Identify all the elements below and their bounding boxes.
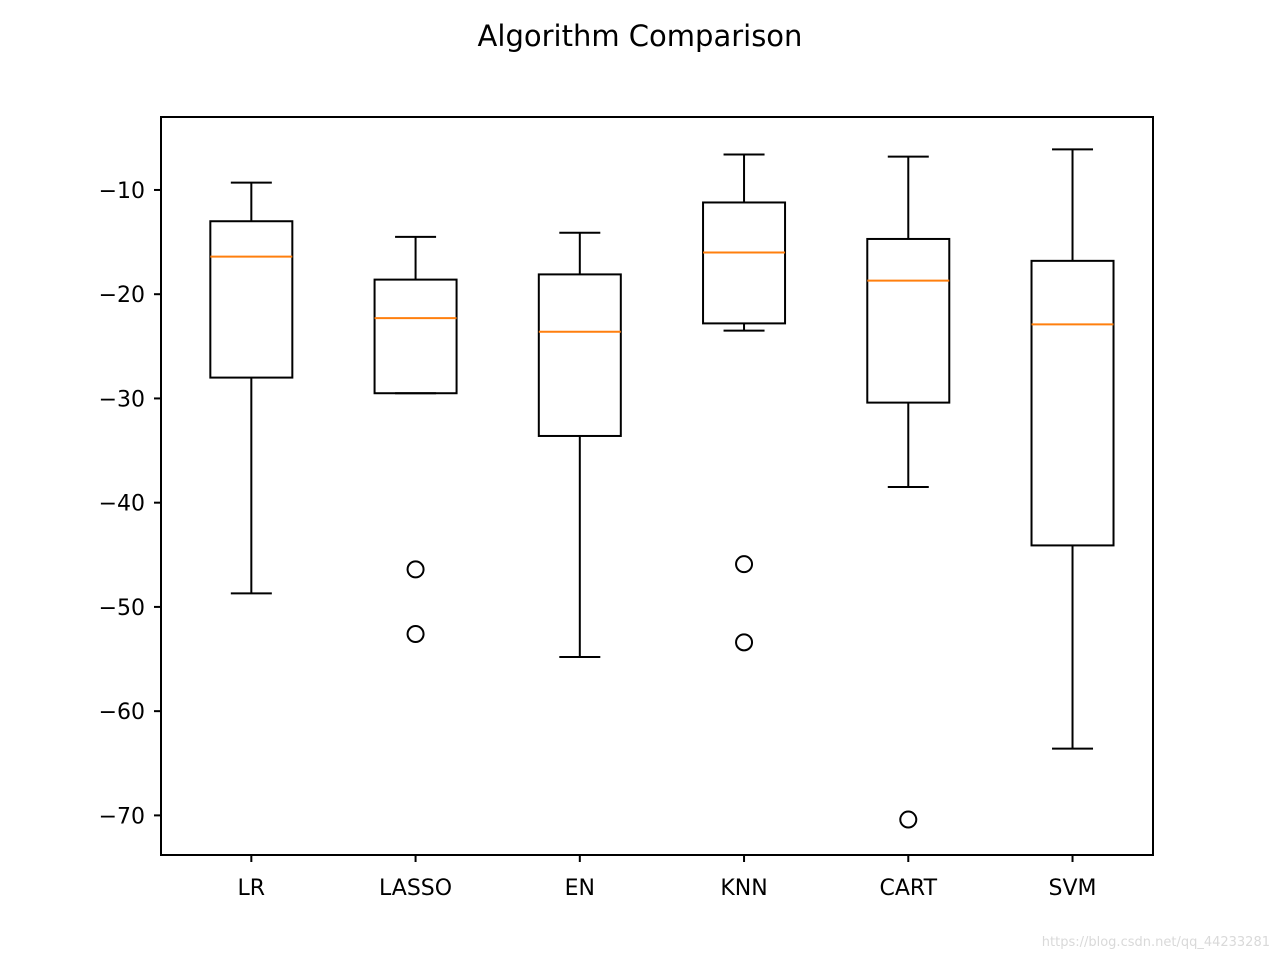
box-body xyxy=(866,237,951,404)
x-tick-label: LASSO xyxy=(379,876,452,901)
box-body xyxy=(373,278,458,395)
box-lasso xyxy=(373,235,458,644)
outlier-point xyxy=(406,625,425,644)
box-knn xyxy=(702,153,787,652)
x-tick-label: EN xyxy=(565,876,595,901)
box-en xyxy=(537,231,622,658)
y-tick-label: −30 xyxy=(99,387,145,412)
box-plot-series xyxy=(209,148,1115,829)
plot-frame xyxy=(160,116,1154,856)
box-body xyxy=(209,220,294,379)
y-tick-label: −10 xyxy=(99,179,145,204)
box-body xyxy=(537,273,622,437)
y-tick-label: −20 xyxy=(99,283,145,308)
box-svm xyxy=(1030,148,1115,750)
box-body xyxy=(1030,259,1115,547)
y-tick-label: −40 xyxy=(99,492,145,517)
outlier-point xyxy=(406,560,425,579)
box-cart xyxy=(866,155,951,829)
x-tick-label: CART xyxy=(880,876,938,901)
x-tick-label: SVM xyxy=(1049,876,1097,901)
y-axis: −10 −20 −30 −40 −50 −60 −70 xyxy=(99,179,161,829)
y-tick-label: −60 xyxy=(99,700,145,725)
y-tick-label: −50 xyxy=(99,596,145,621)
watermark: https://blog.csdn.net/qq_44233281 xyxy=(1041,935,1270,950)
x-tick-label: KNN xyxy=(720,876,767,901)
chart-title: Algorithm Comparison xyxy=(478,19,803,53)
box-body xyxy=(702,201,787,325)
outlier-point xyxy=(735,633,754,652)
y-tick-label: −70 xyxy=(99,804,145,829)
x-axis: LR LASSO EN KNN CART SVM xyxy=(238,855,1097,901)
box-lr xyxy=(209,181,294,595)
x-tick-label: LR xyxy=(238,876,266,901)
outlier-point xyxy=(899,810,918,829)
outlier-point xyxy=(735,555,754,574)
